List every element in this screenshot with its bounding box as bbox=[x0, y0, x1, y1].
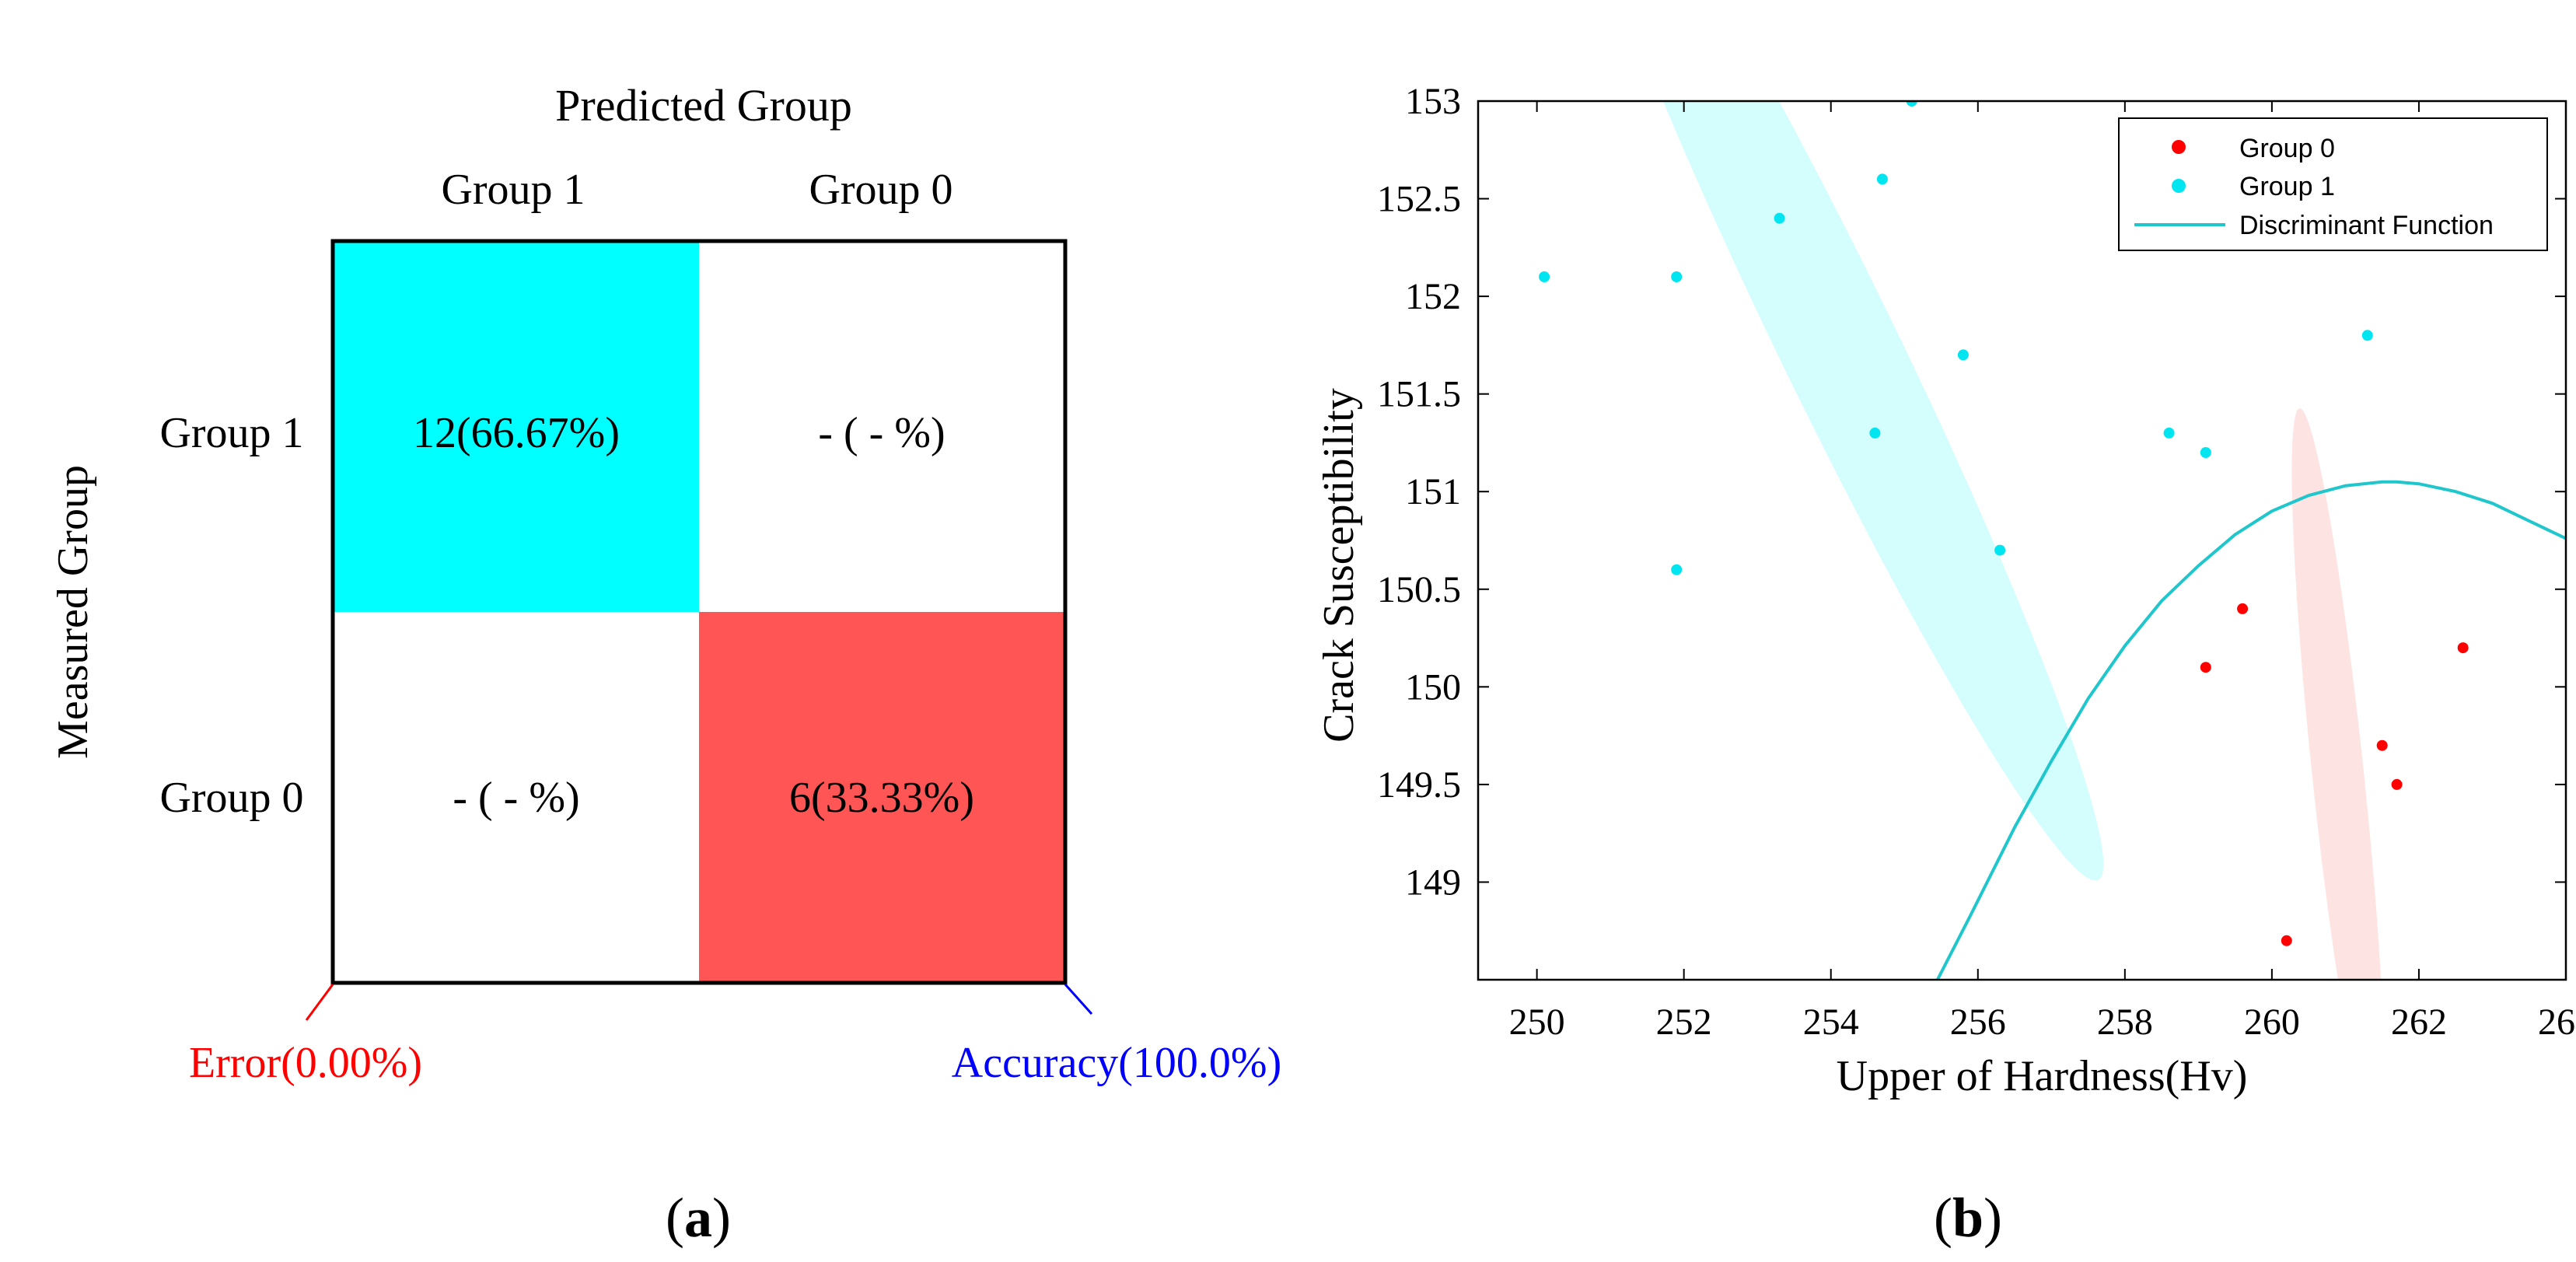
group-0-point bbox=[2376, 739, 2388, 751]
group-0-point bbox=[2391, 778, 2403, 790]
group-1-point bbox=[1671, 271, 1683, 282]
group-1-point bbox=[1671, 564, 1683, 575]
accuracy-pointer-line bbox=[1064, 983, 1093, 1016]
group-1-point bbox=[1994, 544, 2006, 556]
x-tick-label: 264 bbox=[2538, 1002, 2576, 1043]
matrix-ylabel: Measured Group bbox=[49, 465, 97, 759]
error-label: Error(0.00%) bbox=[189, 1039, 422, 1087]
group-1-point bbox=[1906, 101, 1917, 107]
x-tick-label: 256 bbox=[1950, 1002, 2006, 1043]
y-tick-label: 149.5 bbox=[1377, 764, 1461, 806]
plot-frame bbox=[1477, 100, 2567, 981]
error-pointer-line bbox=[305, 984, 334, 1021]
group-1-ellipse bbox=[1662, 101, 2104, 881]
scatter-panel: 250 252 254 256 258 260 262 264 149 149.5 150 150.… bbox=[1315, 81, 2576, 1249]
y-tick-label: 150.5 bbox=[1377, 569, 1461, 610]
group-1-point bbox=[1957, 349, 1969, 361]
points-layer bbox=[1539, 101, 2469, 946]
group-1-point bbox=[1774, 212, 1785, 224]
x-tick-label: 250 bbox=[1509, 1002, 1565, 1043]
group-0-ellipse bbox=[2291, 408, 2382, 980]
x-tick-label: 260 bbox=[2244, 1002, 2300, 1043]
group-1-point bbox=[1876, 173, 1888, 185]
y-tick-label: 150 bbox=[1405, 666, 1461, 708]
confusion-matrix-panel: Predicted Group Group 1 Group 0 Measured… bbox=[49, 80, 1281, 1249]
y-tick-label: 153 bbox=[1405, 81, 1461, 122]
y-axis-label: Crack Susceptibility bbox=[1315, 388, 1363, 743]
group-0-point bbox=[2237, 603, 2249, 614]
matrix-cell-false-negative bbox=[699, 241, 1065, 612]
panel-b-label: (b) bbox=[1934, 1187, 2002, 1249]
matrix-cell-true-negative bbox=[699, 612, 1065, 983]
x-axis-label: Upper of Hardness(Hv) bbox=[1837, 1052, 2248, 1100]
group-0-point bbox=[2281, 935, 2292, 946]
y-tick-label: 151 bbox=[1405, 471, 1461, 512]
matrix-col-label-group-1: Group 1 bbox=[441, 166, 585, 214]
matrix-cell-text: 6(33.33%) bbox=[789, 774, 974, 822]
matrix-col-label-group-0: Group 0 bbox=[809, 166, 952, 214]
legend-marker-group-0 bbox=[2172, 140, 2186, 154]
matrix-cell-false-positive bbox=[333, 612, 699, 983]
ellipses-layer bbox=[1662, 101, 2382, 980]
legend-entry-group-1: Group 1 bbox=[2239, 172, 2335, 201]
legend-entry-group-0: Group 0 bbox=[2239, 134, 2335, 163]
accuracy-label: Accuracy(100.0%) bbox=[952, 1039, 1281, 1087]
y-tick-label: 152.5 bbox=[1377, 179, 1461, 220]
matrix-border bbox=[330, 239, 1068, 985]
group-1-point bbox=[1869, 427, 1881, 439]
matrix-cell-text: 12(66.67%) bbox=[413, 409, 620, 457]
group-0-point bbox=[2457, 642, 2469, 654]
x-tick-label: 252 bbox=[1656, 1002, 1712, 1043]
matrix-row-label-group-1: Group 1 bbox=[159, 409, 303, 457]
legend-box bbox=[2118, 117, 2548, 251]
matrix-title: Predicted Group bbox=[555, 80, 852, 131]
y-axis-ticks: 149 149.5 150 150.5 151 151.5 152 152.5 153 bbox=[1377, 81, 2566, 903]
group-0-point bbox=[2200, 662, 2211, 673]
legend-entry-discriminant: Discriminant Function bbox=[2239, 211, 2494, 240]
group-1-point bbox=[2163, 427, 2175, 439]
group-1-point bbox=[1539, 271, 1550, 282]
legend-marker-group-1 bbox=[2172, 179, 2186, 193]
y-tick-label: 151.5 bbox=[1377, 374, 1461, 415]
discriminant-function-line bbox=[1936, 480, 2566, 980]
x-tick-label: 258 bbox=[2097, 1002, 2153, 1043]
y-tick-label: 149 bbox=[1405, 862, 1461, 903]
matrix-cell-text: - ( - %) bbox=[453, 774, 579, 822]
x-axis-ticks: 250 252 254 256 258 260 262 264 bbox=[1509, 101, 2576, 1043]
matrix-row-label-group-0: Group 0 bbox=[159, 774, 303, 822]
matrix-cell-text: - ( - %) bbox=[818, 409, 945, 457]
matrix-cell-true-positive bbox=[333, 241, 699, 612]
y-tick-label: 152 bbox=[1405, 276, 1461, 317]
group-1-point bbox=[2361, 330, 2373, 341]
x-tick-label: 254 bbox=[1803, 1002, 1859, 1043]
group-1-point bbox=[2200, 447, 2211, 458]
legend: Group 0 Group 1 Discriminant Function bbox=[2118, 117, 2548, 251]
panel-a-label: (a) bbox=[666, 1187, 731, 1249]
x-tick-label: 262 bbox=[2391, 1002, 2447, 1043]
